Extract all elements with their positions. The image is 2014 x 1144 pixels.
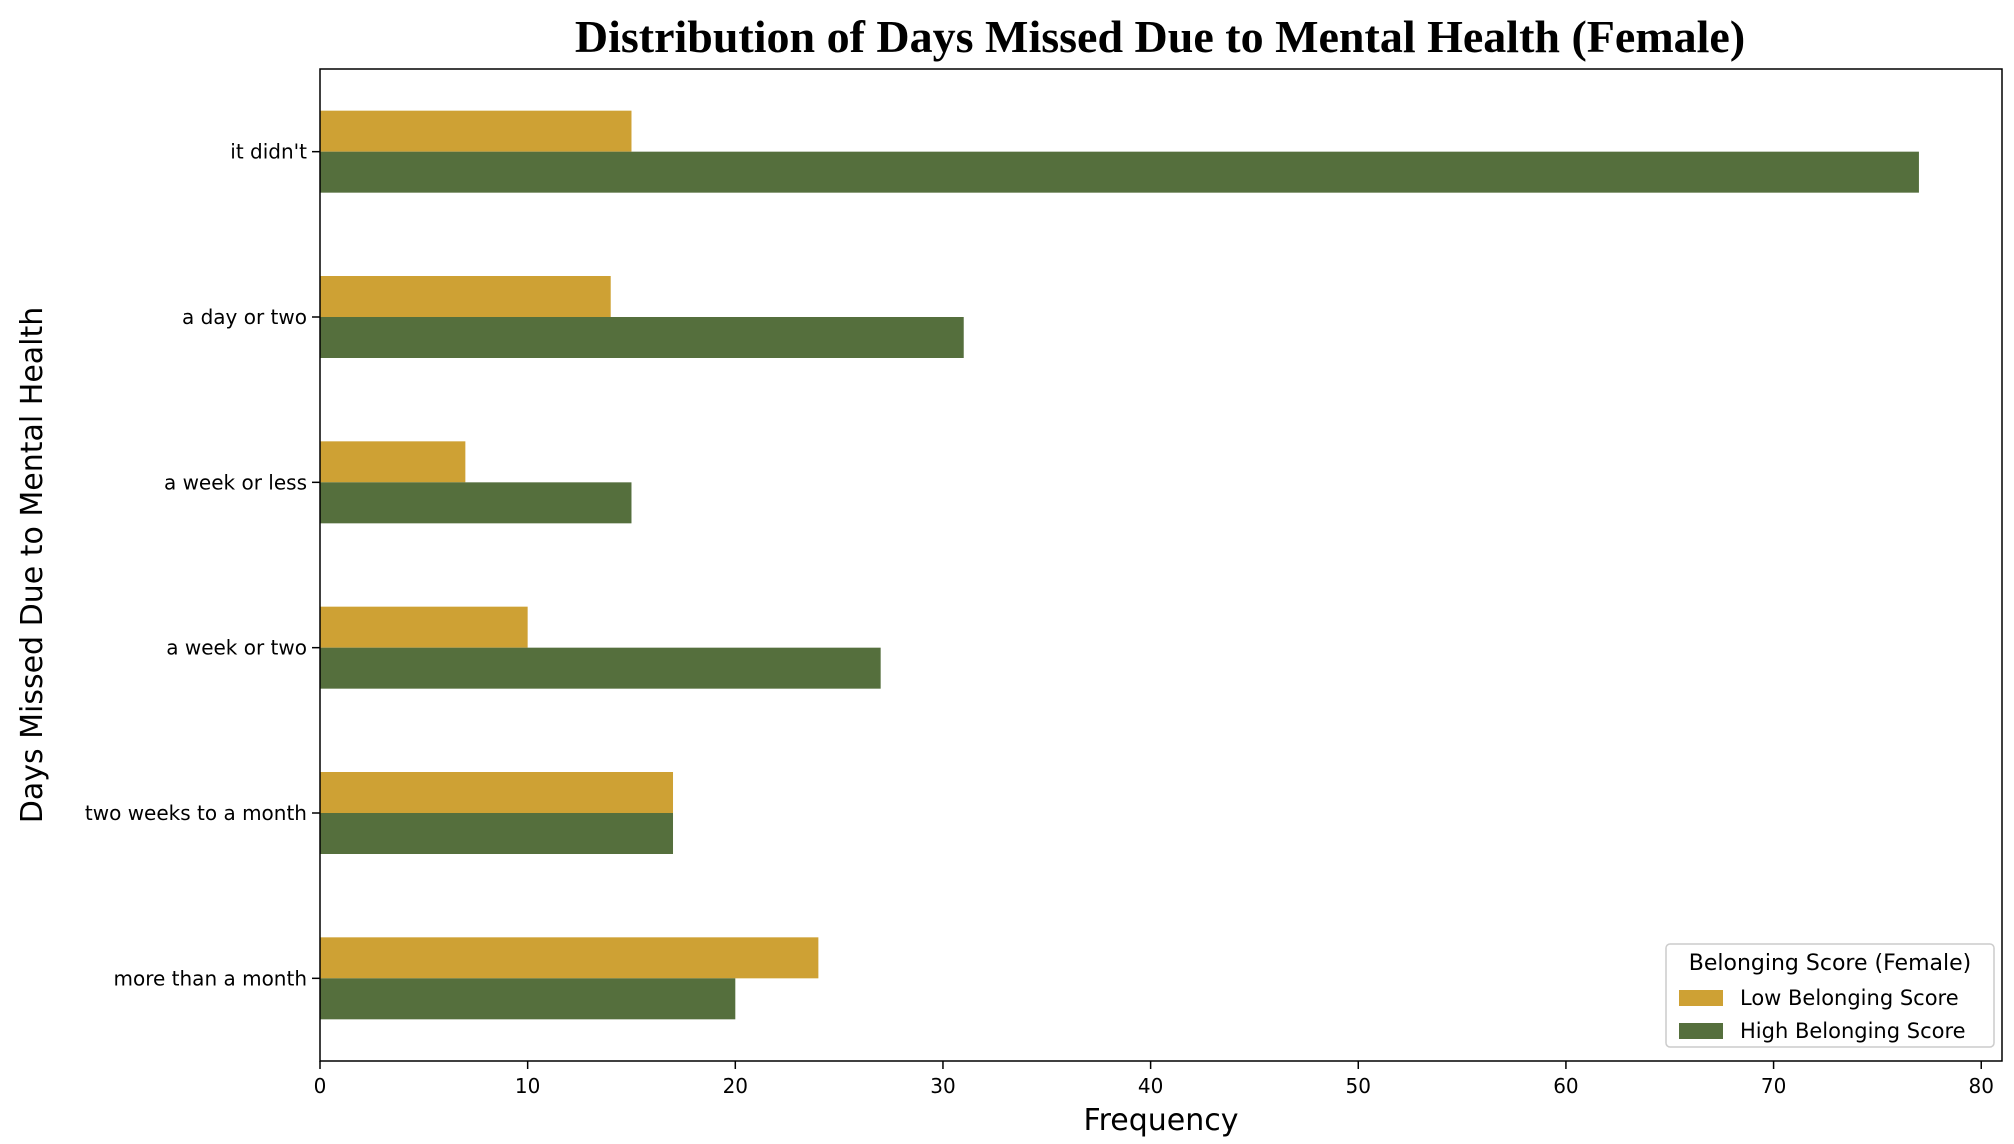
- y-tick-label: a day or two: [182, 305, 307, 329]
- legend-label-high-belonging-score: High Belonging Score: [1740, 1019, 1966, 1043]
- y-axis-label: Days Missed Due to Mental Health: [15, 307, 50, 824]
- x-tick-label: 60: [1553, 1074, 1578, 1098]
- legend-box: [1665, 943, 1995, 1048]
- bars-group: [320, 110, 1919, 1020]
- bar-low-belonging-score-a-day-or-two: [320, 276, 611, 317]
- legend: Belonging Score (Female) Low Belonging S…: [1665, 943, 1995, 1048]
- y-tick-label: two weeks to a month: [85, 801, 307, 825]
- legend-swatch-high-belonging-score: [1679, 1023, 1723, 1039]
- x-tick-label: 20: [723, 1074, 748, 1098]
- bar-high-belonging-score-a-week-or-two: [320, 647, 881, 689]
- y-tick-label: a week or two: [166, 636, 307, 660]
- bar-high-belonging-score-a-day-or-two: [320, 317, 964, 358]
- bar-low-belonging-score-a-week-or-two: [320, 606, 528, 648]
- x-axis-ticks: 0 10 20 30 40 50 60 70 80: [314, 1061, 1994, 1098]
- x-tick-label: 70: [1761, 1074, 1786, 1098]
- y-tick-label: a week or less: [164, 470, 307, 494]
- chart-title: Distribution of Days Missed Due to Menta…: [575, 11, 1745, 62]
- legend-swatch-low-belonging-score: [1679, 990, 1723, 1006]
- y-tick-label: more than a month: [114, 966, 308, 990]
- x-tick-label: 50: [1346, 1074, 1371, 1098]
- x-tick-label: 10: [515, 1074, 540, 1098]
- bar-high-belonging-score-it-didn-t: [320, 151, 1919, 193]
- legend-label-low-belonging-score: Low Belonging Score: [1740, 986, 1959, 1010]
- x-tick-label: 40: [1138, 1074, 1163, 1098]
- bar-low-belonging-score-it-didn-t: [320, 110, 632, 152]
- bar-high-belonging-score-more-than-a-month: [320, 978, 736, 1020]
- bar-low-belonging-score-more-than-a-month: [320, 937, 819, 979]
- x-tick-label: 30: [930, 1074, 955, 1098]
- plot-area-frame: [319, 68, 2003, 1062]
- x-tick-label: 80: [1969, 1074, 1994, 1098]
- x-tick-label: 0: [314, 1074, 327, 1098]
- x-axis-label: Frequency: [1084, 1103, 1239, 1138]
- bar-high-belonging-score-two-weeks-to-a-month: [320, 813, 674, 854]
- bar-low-belonging-score-a-week-or-less: [320, 441, 466, 483]
- bar-high-belonging-score-a-week-or-less: [320, 482, 632, 524]
- y-axis-ticks: it didn't a day or two a week or less a wee…: [85, 140, 320, 990]
- bar-low-belonging-score-two-weeks-to-a-month: [320, 772, 674, 813]
- y-tick-label: it didn't: [230, 140, 307, 164]
- legend-items: Low Belonging Score High Belonging Score: [1679, 986, 1966, 1043]
- legend-title: Belonging Score (Female): [1689, 951, 1971, 976]
